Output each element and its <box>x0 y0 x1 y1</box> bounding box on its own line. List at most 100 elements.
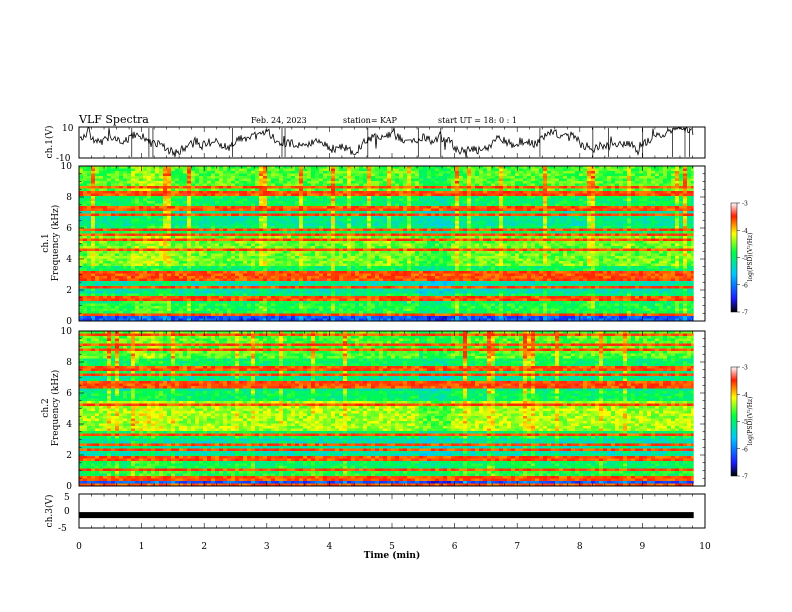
spectrogram-cell <box>175 234 179 237</box>
spectrogram-cell <box>107 181 111 184</box>
spectrogram-cell <box>247 186 251 189</box>
spectrogram-cell <box>575 211 579 214</box>
spectrogram-cell <box>223 199 227 202</box>
spectrogram-cell <box>235 219 239 222</box>
spectrogram-cell <box>403 209 407 212</box>
spectrogram-cell <box>231 169 235 172</box>
spectrogram-cell <box>187 191 191 194</box>
spectrogram-cell <box>335 184 339 187</box>
spectrogram-cell <box>187 219 191 222</box>
spectrogram-cell <box>355 209 359 212</box>
spectrogram-cell <box>615 184 619 187</box>
spectrogram-cell <box>299 171 303 174</box>
spectrogram-cell <box>359 226 363 229</box>
spectrogram-cell <box>87 184 91 187</box>
spectrogram-cell <box>295 219 299 222</box>
spectrogram-cell <box>415 179 419 182</box>
spectrogram-cell <box>251 221 255 224</box>
spectrogram-cell <box>527 216 531 219</box>
spectrogram-cell <box>247 224 251 227</box>
spectrogram-cell <box>551 224 555 227</box>
spectrogram-cell <box>91 229 95 232</box>
spectrogram-cell <box>147 179 151 182</box>
spectrogram-cell <box>463 209 467 212</box>
spectrogram-cell <box>631 209 635 212</box>
spectrogram-cell <box>263 201 267 204</box>
spectrogram-cell <box>151 229 155 232</box>
spectrogram-cell <box>643 221 647 224</box>
spectrogram-cell <box>463 189 467 192</box>
spectrogram-cell <box>499 199 503 202</box>
spectrogram-cell <box>559 181 563 184</box>
spectrogram-cell <box>383 226 387 229</box>
spectrogram-cell <box>155 176 159 179</box>
spectrogram-cell <box>375 236 379 239</box>
spectrogram-cell <box>287 191 291 194</box>
spectrogram-cell <box>163 236 167 239</box>
spectrogram-cell <box>207 241 211 244</box>
spectrogram-cell <box>347 206 351 209</box>
spectrogram-cell <box>203 226 207 229</box>
spectrogram-cell <box>339 181 343 184</box>
spectrogram-cell <box>359 194 363 197</box>
spectrogram-cell <box>547 236 551 239</box>
spectrogram-cell <box>151 174 155 177</box>
spectrogram-cell <box>303 216 307 219</box>
spectrogram-cell <box>659 224 663 227</box>
spectrogram-cell <box>419 189 423 192</box>
spectrogram-cell <box>123 184 127 187</box>
spectrogram-cell <box>207 194 211 197</box>
spectrogram-cell <box>171 239 175 242</box>
spectrogram-cell <box>343 231 347 234</box>
spectrogram-cell <box>323 224 327 227</box>
spectrogram-cell <box>131 234 135 237</box>
spectrogram-cell <box>595 169 599 172</box>
spectrogram-cell <box>615 224 619 227</box>
spectrogram-cell <box>459 236 463 239</box>
spectrogram-cell <box>427 229 431 232</box>
spectrogram-cell <box>499 236 503 239</box>
spectrogram-cell <box>351 229 355 232</box>
spectrogram-cell <box>443 211 447 214</box>
spectrogram-cell <box>399 184 403 187</box>
spectrogram-cell <box>343 194 347 197</box>
spectrogram-cell <box>395 209 399 212</box>
spectrogram-cell <box>623 226 627 229</box>
spectrogram-cell <box>111 211 115 214</box>
spectrogram-cell <box>215 191 219 194</box>
spectrogram-cell <box>355 174 359 177</box>
spectrogram-cell <box>243 231 247 234</box>
spectrogram-cell <box>507 194 511 197</box>
spectrogram-cell <box>639 216 643 219</box>
spectrogram-cell <box>143 209 147 212</box>
spectrogram-cell <box>251 186 255 189</box>
spectrogram-cell <box>647 224 651 227</box>
spectrogram-cell <box>271 236 275 239</box>
spectrogram-cell <box>311 244 315 247</box>
spectrogram-cell <box>559 189 563 192</box>
spectrogram-cell <box>503 239 507 242</box>
spectrogram-cell <box>551 206 555 209</box>
spectrogram-cell <box>691 191 694 194</box>
spectrogram-cell <box>507 199 511 202</box>
spectrogram-cell <box>687 206 691 209</box>
spectrogram-cell <box>215 171 219 174</box>
spectrogram-cell <box>155 199 159 202</box>
spectrogram-cell <box>135 179 139 182</box>
spectrogram-cell <box>199 181 203 184</box>
spectrogram-cell <box>435 204 439 207</box>
spectrogram-cell <box>231 201 235 204</box>
spectrogram-cell <box>643 194 647 197</box>
spectrogram-cell <box>639 226 643 229</box>
spectrogram-cell <box>631 184 635 187</box>
spectrogram-cell <box>451 231 455 234</box>
spectrogram-cell <box>435 219 439 222</box>
spectrogram-cell <box>203 209 207 212</box>
spectrogram-cell <box>467 211 471 214</box>
spectrogram-cell <box>167 189 171 192</box>
spectrogram-cell <box>567 169 571 172</box>
spectrogram-cell <box>567 214 571 217</box>
spectrogram-cell <box>643 229 647 232</box>
spectrogram-cell <box>539 219 543 222</box>
spectrogram-cell <box>359 221 363 224</box>
